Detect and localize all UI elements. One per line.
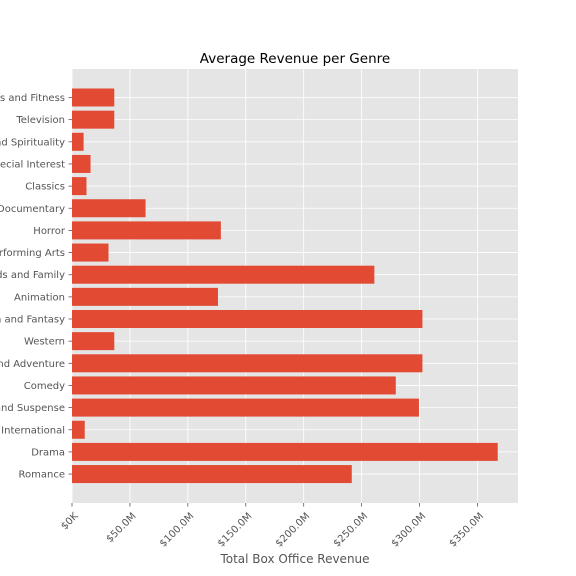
bar	[72, 243, 109, 262]
bar	[72, 110, 115, 129]
y-tick-label: Television	[15, 115, 65, 126]
chart-title: Average Revenue per Genre	[200, 51, 390, 67]
bar	[72, 442, 498, 461]
x-tick-label: $300.0M	[390, 511, 429, 550]
x-tick-label: $50.0M	[104, 511, 138, 545]
bar	[72, 376, 396, 395]
bar	[72, 265, 375, 284]
y-tick-label: Performing Arts	[0, 248, 65, 259]
x-axis-label: Total Box Office Revenue	[219, 552, 369, 566]
y-tick-label: Faith and Spirituality	[0, 137, 65, 148]
x-tick-label: $150.0M	[216, 511, 255, 550]
x-tick-label: $100.0M	[158, 511, 197, 550]
bar	[72, 310, 423, 328]
y-axis: Sports and Fitness Television Faith and Sp…	[0, 93, 72, 481]
y-tick-label: Horror	[33, 226, 66, 237]
bar	[72, 398, 419, 417]
x-tick-label: $250.0M	[332, 511, 371, 550]
bar	[72, 354, 423, 373]
x-tick-label: $350.0M	[447, 511, 486, 550]
x-tick-label: $200.0M	[274, 511, 313, 550]
y-tick-label: Western	[24, 337, 65, 348]
y-tick-label: Classics	[25, 182, 65, 193]
y-tick-label: Animation	[14, 292, 65, 303]
y-tick-label: Kids and Family	[0, 270, 65, 281]
y-tick-label: International	[1, 425, 65, 436]
y-tick-label: Documentary	[0, 204, 65, 215]
bar	[72, 221, 221, 240]
y-tick-label: Action and Adventure	[0, 359, 65, 370]
x-axis: $0K $50.0M $100.0M $150.0M $200.0M $250.0M $30…	[59, 503, 486, 549]
bar	[72, 177, 87, 196]
bar	[72, 287, 218, 306]
bar	[72, 465, 352, 484]
y-tick-label: Science Fiction and Fantasy	[0, 315, 65, 326]
y-tick-label: Sports and Fitness	[0, 93, 65, 104]
bar	[72, 88, 115, 107]
bar	[72, 132, 84, 151]
y-tick-label: Comedy	[24, 381, 65, 392]
bar	[72, 154, 91, 173]
y-tick-label: Romance	[19, 470, 65, 481]
y-tick-label: Drama	[31, 447, 65, 458]
plot-area	[72, 69, 518, 503]
bar	[72, 332, 115, 351]
bar	[72, 420, 85, 439]
bar	[72, 199, 146, 218]
y-tick-label: Mystery and Suspense	[0, 403, 65, 414]
y-tick-label: Special Interest	[0, 159, 65, 170]
x-tick-label: $0K	[59, 511, 81, 533]
bars	[72, 88, 498, 484]
